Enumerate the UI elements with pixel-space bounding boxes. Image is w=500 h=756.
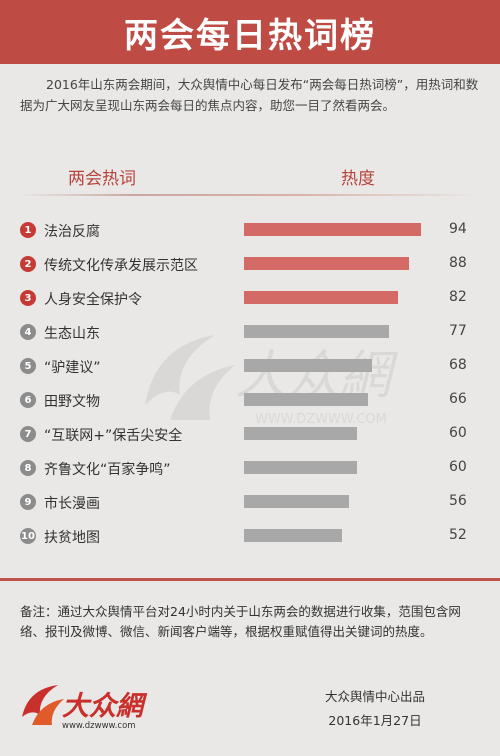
heat-value: 68 xyxy=(449,357,467,373)
page-title: 两会每日热词榜 xyxy=(124,15,376,56)
heat-value: 52 xyxy=(449,527,467,543)
hot-term-label: 市长漫画 xyxy=(44,496,100,512)
heat-value: 60 xyxy=(449,459,467,475)
list-item: 6 田野文物 66 xyxy=(0,388,500,412)
hot-term-label: 生态山东 xyxy=(44,326,100,342)
rank-badge: 9 xyxy=(20,494,36,510)
hot-term-label: 齐鲁文化“百家争鸣” xyxy=(44,462,171,478)
hot-term-label: 人身安全保护令 xyxy=(44,292,142,308)
heat-bar xyxy=(244,325,389,338)
rank-badge: 8 xyxy=(20,460,36,476)
heat-value: 77 xyxy=(449,323,467,339)
heat-value: 88 xyxy=(449,255,467,271)
hot-term-label: 法治反腐 xyxy=(44,224,100,240)
svg-text:大众網: 大众網 xyxy=(62,691,148,722)
hot-term-label: 传统文化传承发展示范区 xyxy=(44,258,198,274)
heat-bar xyxy=(244,393,369,406)
intro-paragraph: 2016年山东两会期间，大众舆情中心每日发布“两会每日热词榜”，用热词和数据为广… xyxy=(20,77,479,113)
list-item: 1 法治反腐 94 xyxy=(0,218,500,242)
list-item: 2 传统文化传承发展示范区 88 xyxy=(0,252,500,276)
heat-bar xyxy=(244,461,357,474)
rank-badge: 6 xyxy=(20,392,36,408)
heat-bar xyxy=(244,359,372,372)
heat-bar xyxy=(244,291,399,304)
heat-value: 82 xyxy=(449,289,467,305)
heat-bar xyxy=(244,257,410,270)
publish-date: 2016年1月27日 xyxy=(328,713,422,728)
heat-value: 60 xyxy=(449,425,467,441)
heat-bar xyxy=(244,427,357,440)
list-item: 3 人身安全保护令 82 xyxy=(0,286,500,310)
footer-divider xyxy=(0,578,500,581)
svg-text:www.dzwww.com: www.dzwww.com xyxy=(62,721,136,731)
publisher-label: 大众舆情中心出品 xyxy=(324,689,425,704)
list-item: 9 市长漫画 56 xyxy=(0,490,500,514)
heat-value: 94 xyxy=(449,221,467,237)
rank-badge: 3 xyxy=(20,290,36,306)
column-header-term: 两会热词 xyxy=(68,169,136,189)
list-item: 5 “驴建议” 68 xyxy=(0,354,500,378)
footnote: 备注：通过大众舆情平台对24小时内关于山东两会的数据进行收集，范围包含网络、报刊… xyxy=(20,604,461,639)
rank-badge: 1 xyxy=(20,222,36,238)
heat-bar xyxy=(244,495,350,508)
rank-badge: 10 xyxy=(20,528,36,544)
list-item: 7 “互联网+”保舌尖安全 60 xyxy=(0,422,500,446)
title-banner: 两会每日热词榜 xyxy=(0,0,500,64)
list-item: 4 生态山东 77 xyxy=(0,320,500,344)
heat-value: 56 xyxy=(449,493,467,509)
rank-badge: 5 xyxy=(20,358,36,374)
heat-value: 66 xyxy=(449,391,467,407)
column-header-heat: 热度 xyxy=(341,169,375,189)
hot-term-label: “互联网+”保舌尖安全 xyxy=(44,428,183,444)
rank-badge: 4 xyxy=(20,324,36,340)
list-item: 8 齐鲁文化“百家争鸣” 60 xyxy=(0,456,500,480)
header-divider xyxy=(18,194,480,196)
credit-block: 大众舆情中心出品 2016年1月27日 xyxy=(300,685,450,733)
dzwww-logo-icon: 大众網 www.dzwww.com xyxy=(22,685,148,731)
heat-bar xyxy=(244,529,342,542)
rank-badge: 2 xyxy=(20,256,36,272)
heat-bar xyxy=(244,223,421,236)
list-item: 10 扶贫地图 52 xyxy=(0,524,500,548)
hot-term-label: 田野文物 xyxy=(44,394,100,410)
rank-badge: 7 xyxy=(20,426,36,442)
hot-term-label: “驴建议” xyxy=(44,360,101,376)
hot-term-label: 扶贫地图 xyxy=(44,530,100,546)
